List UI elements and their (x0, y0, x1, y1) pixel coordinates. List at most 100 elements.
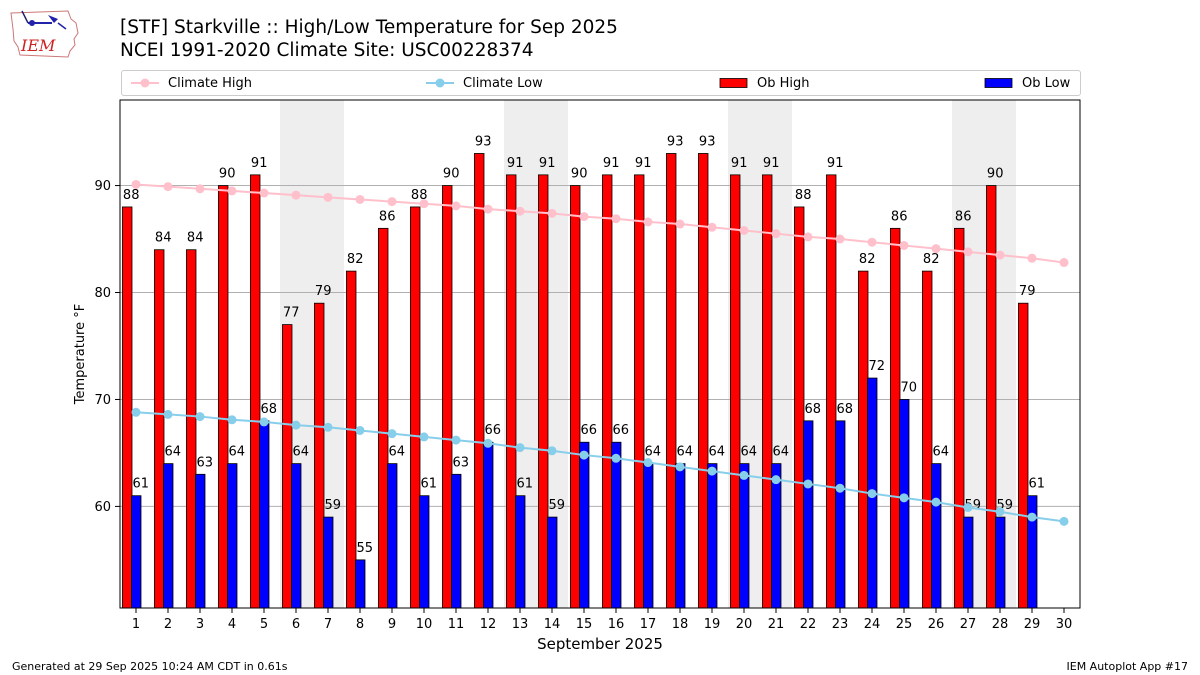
climate-high-point (1059, 258, 1069, 268)
label-ob-low: 59 (325, 498, 342, 513)
climate-low-point (483, 438, 493, 448)
climate-high-point (707, 222, 717, 232)
bar-ob-low (130, 495, 142, 609)
climate-high-point (291, 190, 301, 200)
legend-climate-low-label: Climate Low (463, 75, 543, 91)
climate-high-point (995, 250, 1005, 260)
bar-ob-high (698, 153, 709, 609)
legend-climate-high-label: Climate High (168, 75, 253, 91)
x-tick-label: 6 (292, 617, 300, 632)
label-ob-high: 79 (315, 284, 332, 299)
legend-climate-low-swatch (426, 78, 454, 88)
label-ob-high: 86 (379, 209, 396, 224)
climate-low-point (1027, 512, 1037, 522)
label-ob-low: 64 (677, 445, 694, 460)
climate-low-point (259, 417, 269, 427)
label-ob-low: 64 (741, 445, 758, 460)
label-ob-low: 68 (837, 402, 854, 417)
bar-ob-high (217, 185, 229, 609)
climate-low-point (547, 446, 557, 456)
climate-low-point (675, 462, 685, 472)
bar-ob-low (899, 399, 910, 609)
label-ob-high: 82 (347, 252, 364, 267)
legend-ob-low-swatch (984, 78, 1013, 88)
legend-climate-low: Climate Low (425, 71, 543, 95)
label-ob-high: 91 (539, 156, 556, 171)
x-tick-label: 16 (608, 617, 625, 632)
climate-high-point (163, 182, 173, 192)
label-ob-high: 91 (251, 156, 268, 171)
x-tick-label: 12 (480, 617, 497, 632)
bar-ob-low (675, 463, 686, 609)
label-ob-low: 64 (389, 445, 406, 460)
label-ob-high: 86 (955, 209, 972, 224)
bars (122, 153, 1038, 609)
bar-ob-high (602, 174, 613, 609)
y-tick-label: 80 (94, 286, 111, 301)
x-tick-label: 23 (832, 617, 849, 632)
y-tick-label: 70 (94, 393, 111, 408)
bar-ob-low (418, 495, 430, 609)
bar-ob-high (345, 270, 357, 609)
legend-ob-low-label: Ob Low (1022, 75, 1071, 91)
climate-low-point (643, 458, 653, 468)
climate-high-point (835, 234, 845, 244)
bar-ob-low (803, 420, 814, 609)
climate-low-point (163, 409, 173, 419)
x-tick-label: 9 (388, 617, 396, 632)
bar-ob-high (634, 174, 645, 609)
x-tick-label: 7 (324, 617, 332, 632)
bar-ob-low (963, 516, 974, 609)
bar-ob-low (226, 463, 238, 609)
x-tick-label: 10 (416, 617, 433, 632)
climate-high-point (323, 192, 333, 202)
bar-ob-high (570, 185, 581, 609)
plot-frame (119, 99, 1081, 609)
label-ob-high: 84 (187, 231, 204, 246)
bar-labels: 88 61 84 64 84 63 90 64 91 68 77 64 79 59 82 55 86 64 88 61… (123, 134, 1045, 555)
x-tick-label: 3 (196, 617, 204, 632)
label-ob-low: 61 (517, 477, 534, 492)
x-axis-title: September 2025 (537, 635, 663, 653)
bar-ob-low (579, 441, 590, 609)
climate-low-point (515, 443, 525, 453)
bar-ob-high (409, 206, 421, 609)
bar-ob-low (515, 495, 526, 609)
label-ob-low: 63 (453, 455, 470, 470)
x-tick-label: 15 (576, 617, 593, 632)
label-ob-high: 91 (603, 156, 620, 171)
climate-high-point (931, 244, 941, 254)
bar-ob-low (194, 473, 206, 609)
label-ob-high: 82 (859, 252, 876, 267)
bar-ob-low (547, 516, 558, 609)
bar-ob-low (739, 463, 750, 609)
bar-ob-high (794, 206, 805, 609)
y-tick-label: 60 (94, 500, 111, 515)
x-tick-label: 5 (260, 617, 268, 632)
bar-ob-low (1027, 495, 1038, 609)
x-tick-label: 11 (448, 617, 465, 632)
x-tick-label: 14 (544, 617, 561, 632)
x-tick-label: 25 (896, 617, 913, 632)
label-ob-low: 66 (485, 423, 502, 438)
bar-ob-low (931, 463, 942, 609)
iem-logo: IEM (8, 5, 82, 61)
bar-ob-high (249, 174, 261, 609)
climate-low-point (611, 453, 621, 463)
bar-ob-high (762, 174, 773, 609)
climate-low-point (579, 450, 589, 460)
label-ob-low: 64 (773, 445, 790, 460)
bar-ob-high (538, 174, 549, 609)
bar-ob-high (826, 174, 837, 609)
climate-high-point (355, 194, 365, 204)
label-ob-low: 70 (901, 380, 918, 395)
label-ob-high: 84 (155, 231, 172, 246)
label-ob-low: 61 (133, 477, 150, 492)
climate-low-point (867, 489, 877, 499)
climate-low-point (707, 466, 717, 476)
label-ob-high: 90 (219, 167, 236, 182)
label-ob-high: 90 (571, 167, 588, 182)
x-tick-label: 19 (704, 617, 721, 632)
climate-low-point (195, 412, 205, 422)
legend-ob-high: Ob High (719, 71, 810, 95)
